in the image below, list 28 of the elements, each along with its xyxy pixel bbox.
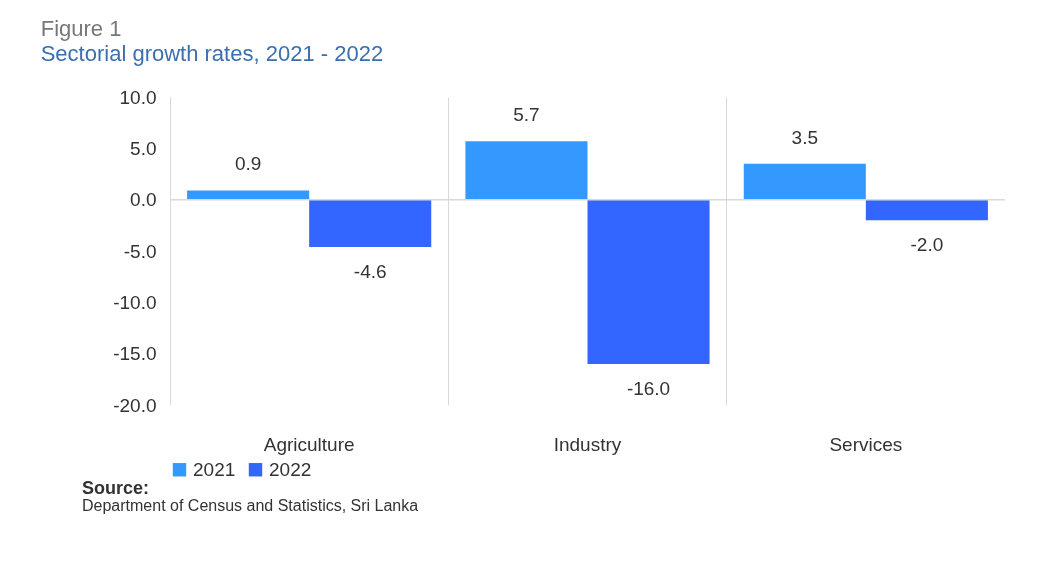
x-tick-label: Services [829,433,903,455]
x-tick-label: Industry [553,433,622,455]
chart-title: Figure 1 [40,16,122,41]
data-label: 5.7 [513,104,540,126]
bar [743,163,866,200]
chart-subtitle: Sectorial growth rates, 2021 - 2022 [40,41,384,66]
bar [309,199,432,247]
legend-label: 2022 [269,458,312,480]
data-label: -16.0 [626,377,671,399]
x-tick-label: Agriculture [263,433,355,455]
y-tick-label: 0.0 [130,189,157,211]
data-label: 3.5 [791,126,819,148]
source-note: Source: [82,478,151,498]
bar [465,141,588,200]
data-label: -4.6 [353,260,387,282]
bar [587,199,710,364]
y-tick-label: -15.0 [113,343,157,365]
text: Department of Census and Statistics, Sri Lanka [82,497,420,514]
data-label: 0.9 [234,153,262,175]
data-label: -2.0 [910,234,944,256]
bar [865,199,988,221]
y-tick-label: -10.0 [113,291,157,313]
y-tick-label: 10.0 [119,86,157,108]
bar [187,190,310,200]
y-tick-label: -5.0 [123,240,157,262]
y-tick-label: 5.0 [130,137,157,159]
legend-label: 2021 [193,458,236,480]
y-tick-label: -20.0 [113,394,157,416]
